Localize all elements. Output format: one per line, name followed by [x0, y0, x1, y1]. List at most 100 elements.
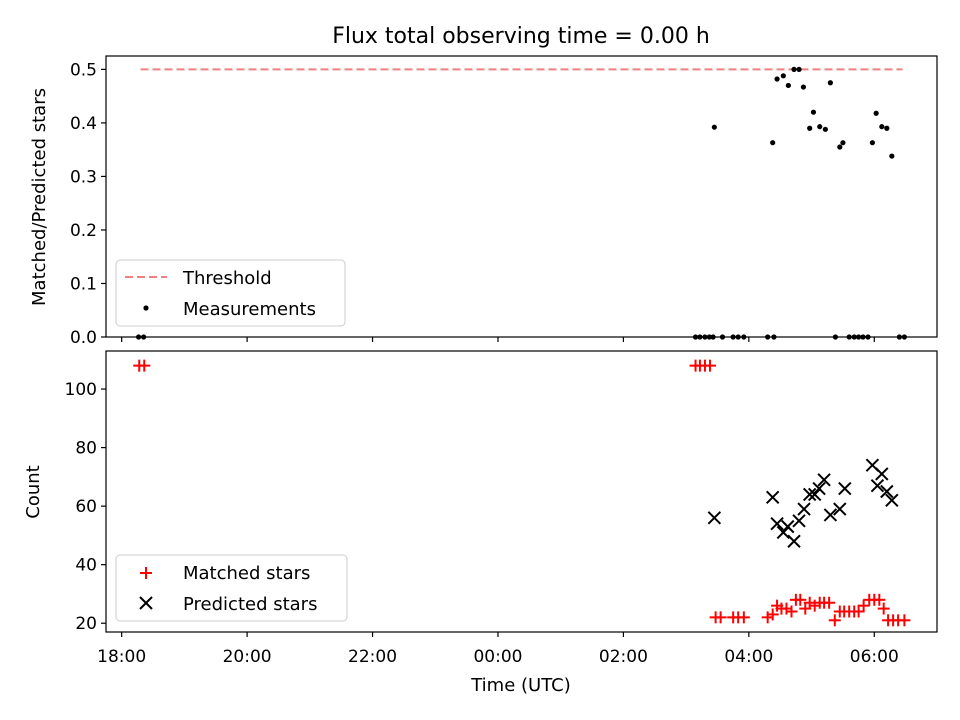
- predicted-star-point: [880, 484, 894, 499]
- predicted-star-point: [781, 519, 795, 534]
- matched-star-point: [138, 359, 151, 372]
- matched-star-point: [766, 608, 779, 621]
- top-legend-box: [115, 259, 346, 327]
- top-plot-frame: [105, 55, 938, 338]
- matched-star-point: [737, 611, 750, 624]
- matched-star-point: [828, 614, 841, 627]
- bottom-xtick-label: 00:00: [473, 647, 522, 667]
- bottom-ytick-label: 100: [65, 380, 97, 400]
- measurement-point: [837, 144, 843, 150]
- top-plot-axes: 0.0 0.1 0.2 0.3 0.4 0.5: [70, 60, 875, 348]
- predicted-star-point: [776, 525, 791, 540]
- predicted-star-point: [885, 493, 899, 507]
- predicted-star-point: [870, 478, 885, 493]
- chart-title: Flux total observing time = 0.00 h: [332, 24, 710, 49]
- predicted-star-stroke-b: [776, 525, 791, 540]
- top-plot-legend: Threshold Measurements: [115, 259, 346, 327]
- bottom-plot-legend: Matched stars Predicted stars: [115, 554, 348, 622]
- predicted-star-stroke-b: [817, 473, 831, 487]
- bottom-legend-predicted-swatch: [139, 596, 153, 610]
- top-ytick-label: 0.3: [70, 167, 97, 187]
- predicted-star-point: [770, 516, 784, 531]
- predicted-star-point: [875, 467, 889, 481]
- top-ytick-label: 0.0: [70, 328, 97, 348]
- measurement-point: [884, 125, 890, 131]
- predicted-star-point: [787, 534, 801, 548]
- measurement-point: [840, 140, 846, 146]
- predicted-star-stroke-b: [833, 502, 847, 516]
- measurement-point: [711, 124, 717, 130]
- measurement-point: [780, 73, 786, 79]
- predicted-star-stroke-b: [765, 490, 780, 505]
- predicted-star-point: [817, 473, 831, 487]
- measurement-point: [796, 66, 802, 72]
- bottom-ytick-label: 40: [75, 556, 97, 576]
- bottom-legend-box: [115, 554, 348, 622]
- predicted-star-point: [838, 481, 852, 496]
- bottom-plot: 20 40 60 80 100 18:00 20:00 22:00 00:00 02:00 04:0…: [23, 350, 938, 696]
- top-plot: 0.0 0.1 0.2 0.3 0.4 0.5 Matched/Predicted sta…: [29, 55, 938, 348]
- matched-star-point: [714, 611, 727, 624]
- bottom-xtick-label: 18:00: [97, 647, 146, 667]
- measurement-point: [807, 125, 813, 131]
- bottom-xtick-label: 20:00: [223, 647, 272, 667]
- matched-star-point: [808, 599, 821, 612]
- measurement-point: [785, 82, 791, 89]
- measurement-point: [770, 140, 776, 146]
- measurement-point: [869, 140, 876, 146]
- measurement-point: [817, 124, 823, 130]
- predicted-star-stroke-b: [823, 508, 838, 522]
- predicted-star-point: [765, 490, 780, 505]
- predicted-star-stroke-b: [797, 502, 811, 516]
- predicted-star-stroke-b: [807, 487, 822, 502]
- matched-star-point: [857, 599, 870, 612]
- top-ytick-label: 0.4: [70, 114, 97, 134]
- matched-star-point: [761, 611, 774, 624]
- predicted-star-stroke-b: [781, 519, 795, 534]
- matched-star-point: [823, 596, 836, 609]
- measurement-point: [873, 110, 879, 116]
- matched-star-point: [780, 602, 793, 615]
- predicted-star-stroke-b: [875, 467, 889, 481]
- predicted-star-stroke-b: [880, 484, 894, 499]
- predicted-star-point: [807, 487, 822, 502]
- bottom-ytick-label: 80: [75, 439, 97, 459]
- bottom-legend-predicted-label: Predicted stars: [183, 594, 317, 615]
- bottom-xtick-label: 22:00: [348, 647, 397, 667]
- predicted-star-stroke-b: [812, 481, 826, 496]
- bottom-plot-marks: [133, 359, 911, 627]
- bottom-ytick-label: 60: [75, 497, 97, 517]
- top-ytick-label: 0.1: [70, 274, 97, 294]
- matched-star-point: [873, 593, 886, 606]
- top-legend-measurements-label: Measurements: [183, 299, 316, 320]
- matched-star-point: [785, 605, 798, 618]
- bottom-xtick-label: 04:00: [724, 647, 773, 667]
- predicted-star-stroke-b: [885, 493, 899, 507]
- predicted-star-stroke-b: [787, 534, 801, 548]
- predicted-star-point: [792, 514, 806, 528]
- measurement-point: [889, 153, 895, 159]
- measurement-point: [791, 66, 797, 72]
- measurement-point: [810, 109, 817, 115]
- top-plot-ylabel: Matched/Predicted stars: [29, 88, 50, 306]
- measurement-point: [827, 80, 833, 86]
- predicted-star-stroke-b: [770, 516, 784, 531]
- bottom-plot-ylabel: Count: [23, 465, 44, 518]
- measurement-point: [800, 84, 807, 90]
- predicted-star-point: [833, 502, 847, 516]
- bottom-ytick-label: 20: [75, 614, 97, 634]
- predicted-star-point: [812, 481, 826, 496]
- predicted-star-stroke-b: [707, 511, 722, 525]
- measurement-point: [774, 76, 780, 82]
- predicted-star-stroke-b: [792, 514, 806, 528]
- bottom-legend-matched-swatch: [140, 567, 152, 579]
- top-legend-threshold-label: Threshold: [182, 268, 272, 289]
- measurement-point: [822, 126, 828, 132]
- top-legend-measurements-swatch: [143, 305, 149, 311]
- predicted-star-stroke-b: [802, 487, 817, 502]
- bottom-xtick-label: 06:00: [850, 647, 899, 667]
- matched-star-point: [794, 593, 807, 606]
- bottom-plot-xlabel: Time (UTC): [470, 675, 571, 696]
- matched-star-point: [852, 605, 865, 618]
